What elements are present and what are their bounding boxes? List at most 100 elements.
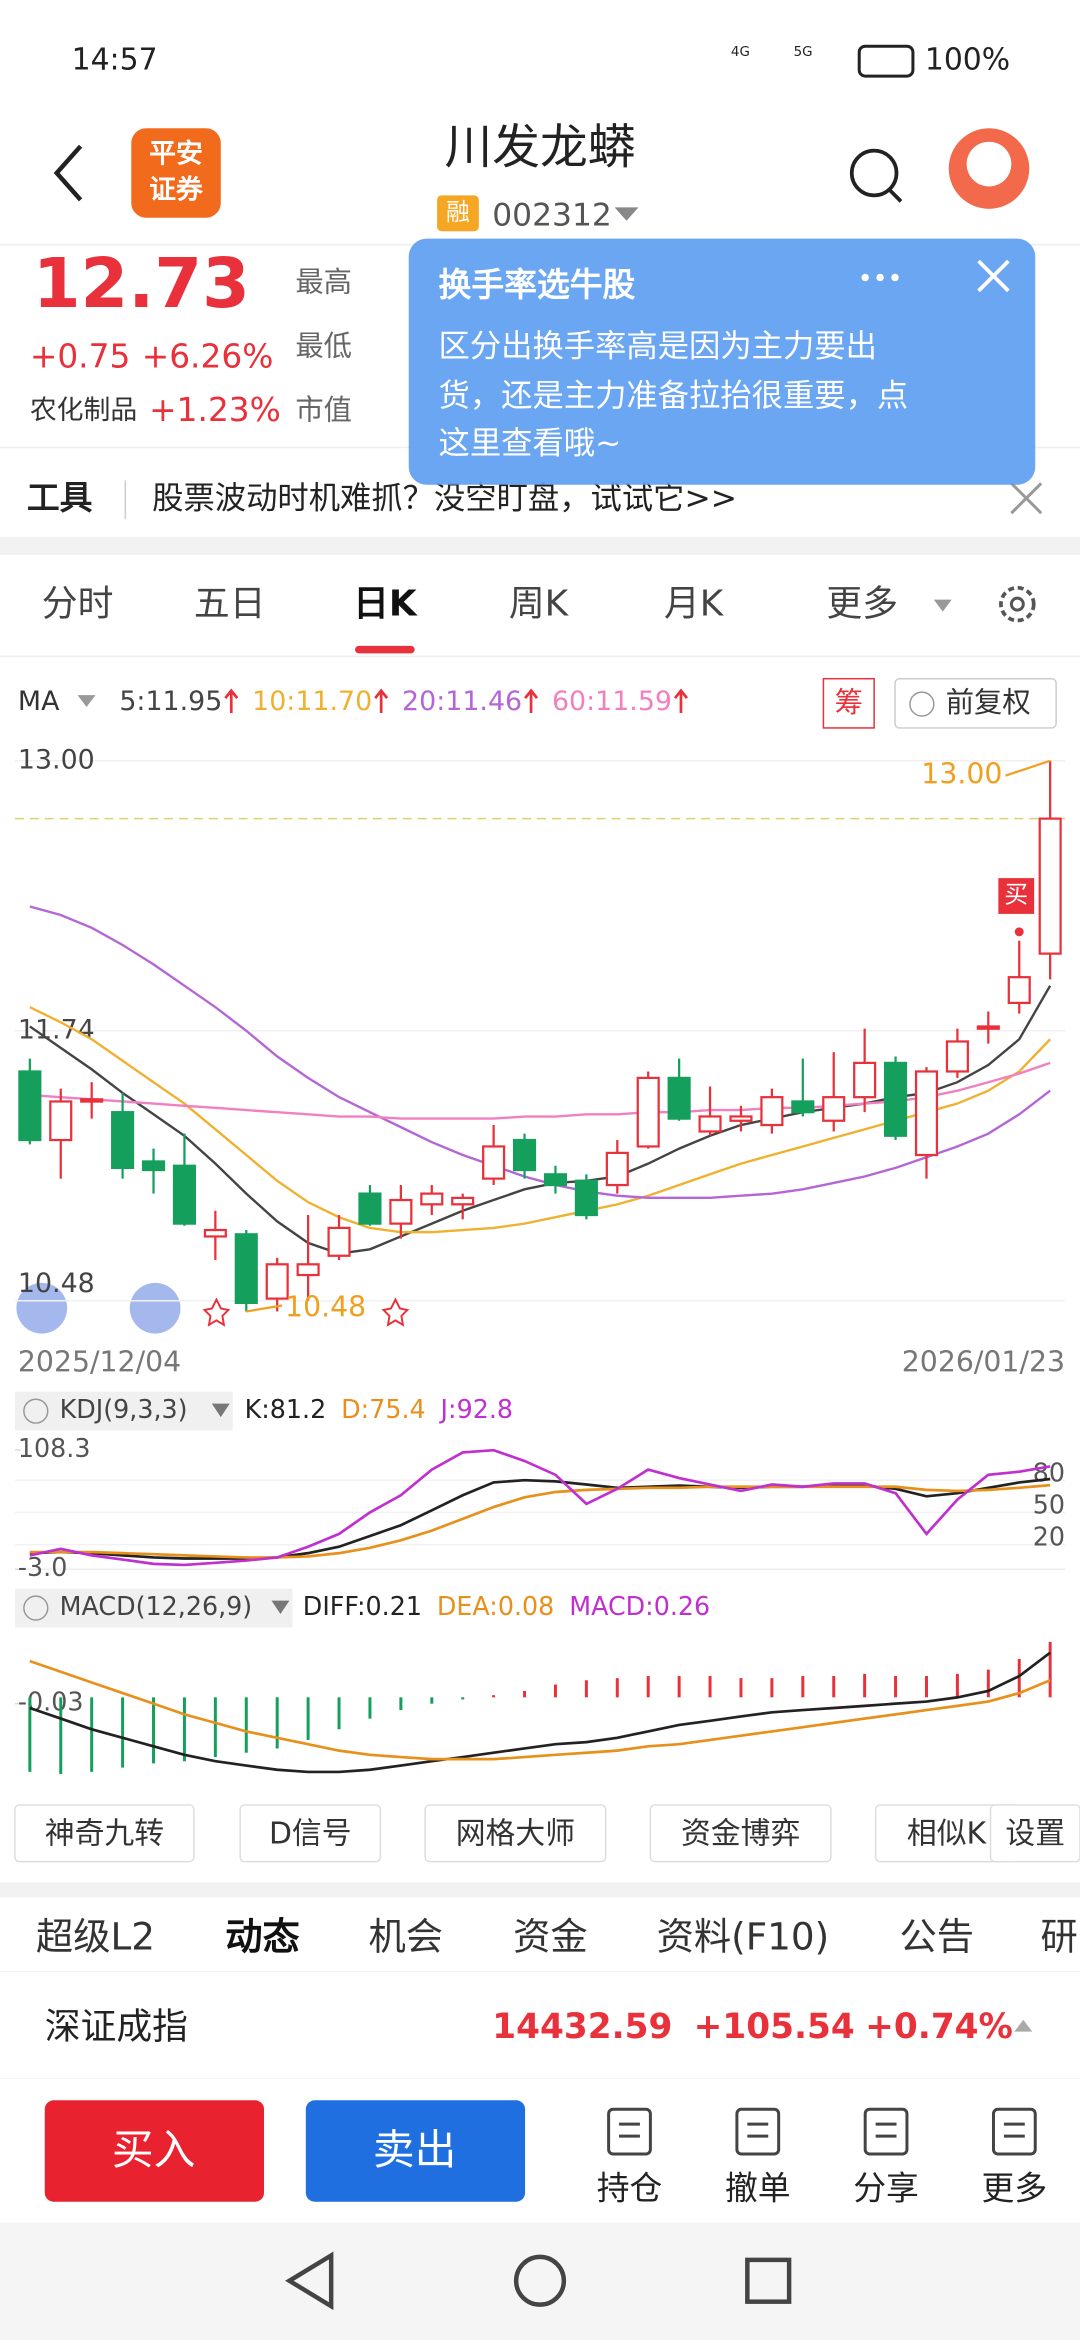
expand-button[interactable] bbox=[16, 1282, 68, 1334]
settings-button[interactable] bbox=[999, 585, 1036, 623]
feature-button[interactable] bbox=[649, 1804, 832, 1863]
margin-tag-text: 融 bbox=[446, 198, 470, 226]
action-icon[interactable] bbox=[607, 2107, 652, 2156]
dropdown[interactable] bbox=[271, 1600, 290, 1614]
dropdown[interactable] bbox=[614, 207, 639, 221]
separator bbox=[0, 537, 1080, 555]
feature-button[interactable] bbox=[239, 1804, 382, 1863]
stat-label: 最高 bbox=[295, 265, 352, 298]
action-icon[interactable] bbox=[735, 2107, 781, 2156]
search-button[interactable] bbox=[849, 148, 899, 198]
index-pct: +0.74% bbox=[865, 2007, 1013, 2047]
stock-name: 川发龙蟒 bbox=[445, 121, 636, 176]
stock-code: 002312 bbox=[492, 197, 612, 233]
sub-tab[interactable]: 公告 bbox=[899, 1915, 974, 1959]
candle-body bbox=[822, 1096, 846, 1122]
indicator-line bbox=[29, 1651, 1051, 1774]
action-icon[interactable] bbox=[991, 2107, 1037, 2156]
indicator-name: MACD(12,26,9) bbox=[60, 1591, 252, 1621]
feature-button-text: D信号 bbox=[269, 1816, 352, 1851]
back-button[interactable] bbox=[53, 144, 83, 202]
candle-body bbox=[358, 1192, 382, 1225]
battery-icon bbox=[857, 44, 915, 78]
candle-body bbox=[18, 1070, 42, 1142]
adjust-button[interactable] bbox=[894, 677, 1057, 729]
chip-button[interactable] bbox=[822, 677, 875, 729]
legend-entry: MACD:0.26 bbox=[569, 1591, 710, 1621]
avatar-face bbox=[966, 141, 1012, 187]
popup-body: 货，还是主力准备拉抬很重要，点 bbox=[439, 378, 909, 414]
indicator-icon bbox=[23, 1398, 49, 1424]
nav-back[interactable] bbox=[285, 2251, 334, 2311]
sub-tab[interactable]: 动态 bbox=[225, 1915, 300, 1959]
star-icon bbox=[202, 1297, 231, 1327]
feature-button[interactable] bbox=[424, 1804, 607, 1863]
sector: 农化制品 bbox=[30, 395, 137, 426]
clock: 14:57 bbox=[72, 43, 158, 78]
chip-button-text: 筹 bbox=[835, 686, 863, 719]
dropdown[interactable] bbox=[211, 1403, 230, 1418]
action-icon-lines bbox=[747, 2122, 769, 2138]
candle-body bbox=[976, 1025, 1000, 1030]
tab[interactable]: 更多 bbox=[826, 584, 898, 625]
candle-body bbox=[265, 1263, 289, 1300]
y-tick-label: -0.03 bbox=[18, 1687, 84, 1717]
indicator-line bbox=[29, 905, 1051, 1200]
candle-body bbox=[791, 1100, 815, 1114]
sub-tab[interactable]: 资金 bbox=[513, 1915, 588, 1959]
network: 4G bbox=[731, 45, 750, 60]
tools-text[interactable]: 股票波动时机难抓？没空盯盘，试试它>> bbox=[152, 481, 737, 517]
adjust-button-text: 前复权 bbox=[946, 686, 1031, 719]
close-tools[interactable] bbox=[1010, 482, 1043, 515]
tab[interactable]: 分时 bbox=[42, 584, 114, 625]
up-arrow bbox=[673, 688, 688, 714]
indicator-select[interactable] bbox=[14, 1391, 233, 1431]
tab[interactable]: 五日 bbox=[194, 584, 266, 625]
logo-text: 证券 bbox=[149, 173, 204, 205]
battery: 100% bbox=[925, 43, 1010, 78]
indicator-line bbox=[29, 1448, 1051, 1567]
buy-button[interactable] bbox=[44, 2100, 265, 2202]
tab[interactable]: 日K bbox=[353, 584, 418, 625]
popup-box[interactable] bbox=[408, 238, 1036, 485]
nav-recent[interactable] bbox=[745, 2257, 792, 2304]
high-pointer bbox=[1005, 759, 1051, 777]
sector-pct: +1.23% bbox=[149, 391, 281, 429]
popup[interactable]: 换手率选牛股 区分出换手率高是因为主力要出 货，还是主力准备拉抬很重要，点 这里… bbox=[408, 238, 1036, 485]
candle-body bbox=[1007, 976, 1031, 1005]
candle-body bbox=[49, 1100, 73, 1142]
fullscreen-button[interactable] bbox=[129, 1282, 181, 1334]
expand-arrow[interactable] bbox=[1014, 2019, 1033, 2032]
dot bbox=[861, 273, 869, 282]
close-popup[interactable] bbox=[977, 259, 1010, 293]
tab[interactable]: 周K bbox=[509, 584, 570, 625]
tools-label: 工具 bbox=[27, 479, 93, 517]
indicator-select[interactable] bbox=[14, 1588, 293, 1628]
nav-home[interactable] bbox=[513, 2254, 567, 2307]
action-icon[interactable] bbox=[863, 2107, 909, 2156]
sub-tab[interactable]: 资料(F10) bbox=[657, 1915, 830, 1959]
candle-body bbox=[945, 1040, 969, 1073]
y-tick-label: 10.48 bbox=[18, 1268, 95, 1299]
nav-bar bbox=[0, 2222, 1080, 2340]
feature-button[interactable] bbox=[14, 1804, 195, 1863]
action-icon-lines bbox=[619, 2122, 640, 2138]
legend-entry: D:75.4 bbox=[341, 1394, 425, 1424]
dropdown[interactable] bbox=[77, 695, 96, 708]
feature-button-text: 相似K bbox=[907, 1816, 988, 1851]
separator bbox=[0, 1882, 1080, 1898]
sub-tab[interactable]: 超级L2 bbox=[36, 1915, 155, 1959]
price: 12.73 bbox=[33, 244, 250, 324]
sell-button[interactable] bbox=[305, 2100, 526, 2202]
popup-body: 这里查看哦~ bbox=[439, 426, 622, 462]
sub-tab[interactable]: 机会 bbox=[368, 1915, 443, 1959]
index-bar[interactable] bbox=[0, 1972, 1080, 2078]
logo bbox=[131, 128, 221, 218]
tab[interactable]: 月K bbox=[664, 584, 725, 625]
dropdown[interactable] bbox=[933, 599, 952, 612]
candle-body bbox=[605, 1151, 629, 1187]
low-pointer bbox=[246, 1304, 283, 1313]
stat-label: 市值 bbox=[295, 394, 352, 427]
candle-body bbox=[667, 1076, 691, 1120]
sub-tab[interactable]: 研 bbox=[1040, 1915, 1077, 1959]
